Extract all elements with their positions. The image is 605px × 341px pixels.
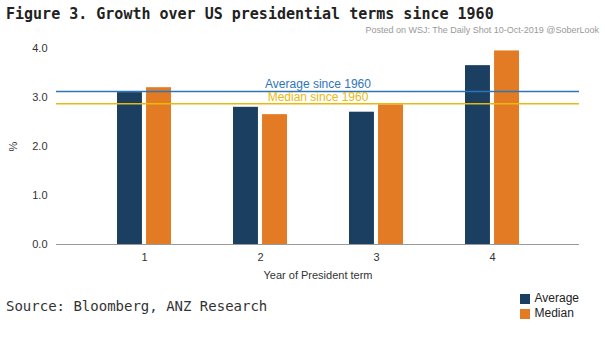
html-text:Posted on WSJ: The Daily Shot: Posted on WSJ: The Daily Shot 10-Oct-201… — [365, 25, 599, 35]
html-text:Source: Bloomberg, ANZ Researc: Source: Bloomberg, ANZ Research — [6, 298, 268, 314]
svg-text:4: 4 — [489, 251, 495, 263]
svg-text:3: 3 — [373, 251, 379, 263]
html-text:Average: Average — [534, 291, 579, 305]
svg-text:Average since 1960: Average since 1960 — [265, 77, 371, 92]
svg-text:Median since 1960: Median since 1960 — [268, 90, 369, 104]
svg-text:4.0: 4.0 — [32, 42, 47, 54]
html-text:Figure 3. Growth over US presi: Figure 3. Growth over US presidential te… — [6, 5, 494, 23]
svg-text:2: 2 — [257, 251, 263, 263]
svg-text:1: 1 — [141, 251, 147, 263]
svg-text:1.0: 1.0 — [32, 189, 47, 201]
svg-text:3.0: 3.0 — [32, 91, 47, 103]
svg-text:%: % — [7, 141, 19, 151]
svg-text:0.0: 0.0 — [32, 238, 47, 250]
svg-text:2.0: 2.0 — [32, 140, 47, 152]
svg-text:Year of President term: Year of President term — [263, 269, 372, 281]
html-text:Median: Median — [534, 306, 574, 320]
